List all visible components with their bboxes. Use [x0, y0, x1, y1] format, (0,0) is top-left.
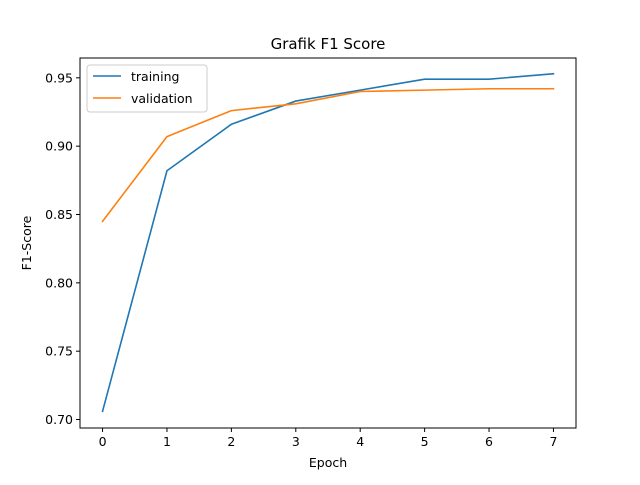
chart-title: Grafik F1 Score	[271, 35, 386, 53]
x-tick-label: 7	[549, 434, 557, 449]
plot-area: 0 1 2 3 4 5 6 7 0.70 0.75 0.80 0.85 0.90 0.95	[45, 70, 557, 449]
x-tick-label: 0	[99, 434, 107, 449]
x-tick-label: 2	[227, 434, 235, 449]
series-line-validation	[101, 87, 555, 223]
axes-frame	[79, 57, 577, 429]
series-line-training	[101, 72, 555, 413]
x-tick-label: 4	[356, 434, 364, 449]
y-tick-label: 0.85	[45, 207, 73, 222]
x-tick-label: 6	[485, 434, 493, 449]
x-tick-label: 3	[292, 434, 300, 449]
legend: training validation	[86, 64, 208, 113]
y-tick-label: 0.90	[45, 139, 73, 154]
y-tick-label: 0.95	[45, 70, 73, 85]
y-tick-label: 0.80	[45, 275, 73, 290]
y-tick-label: 0.70	[45, 412, 73, 427]
y-axis-label: F1-Score	[19, 215, 34, 270]
legend-label-validation: validation	[131, 91, 193, 106]
x-axis-label: Epoch	[309, 455, 347, 470]
x-tick-label: 1	[163, 434, 171, 449]
x-tick-label: 5	[421, 434, 429, 449]
y-tick-label: 0.75	[45, 344, 73, 359]
legend-label-training: training	[131, 69, 179, 84]
